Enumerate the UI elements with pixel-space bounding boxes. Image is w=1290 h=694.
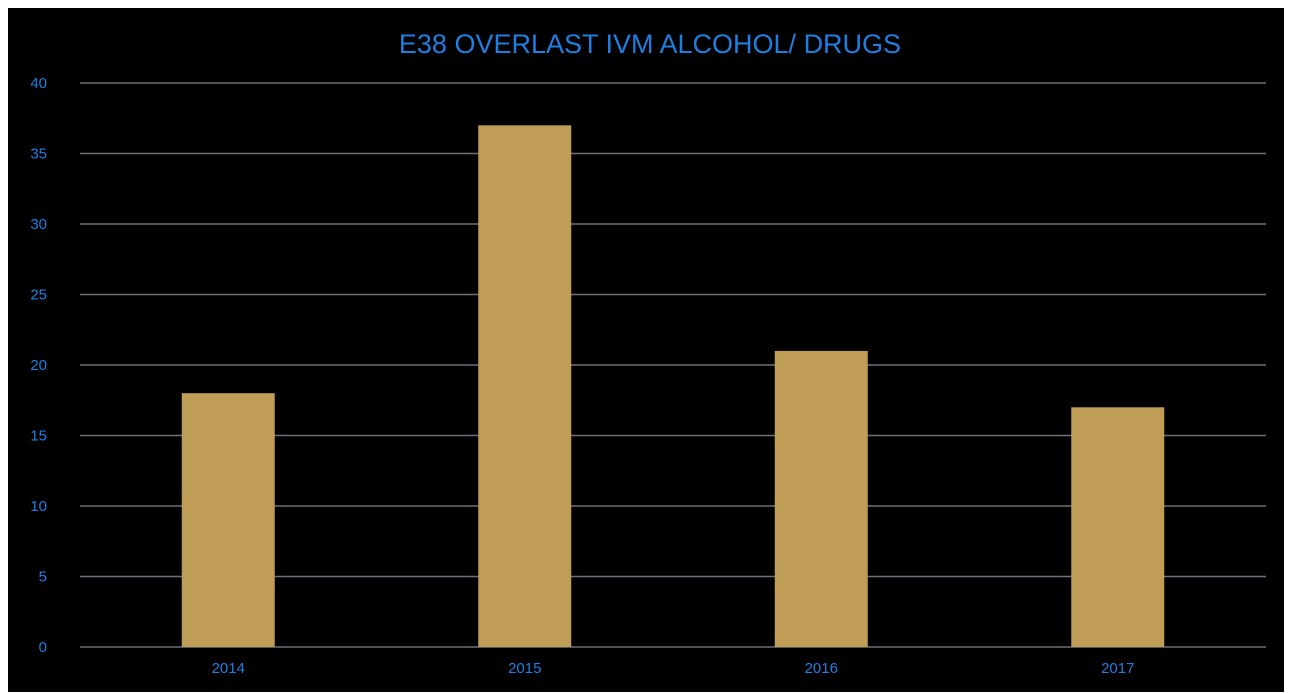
y-tick-label: 0: [39, 639, 47, 656]
y-tick-label: 25: [30, 287, 47, 304]
x-tick-label: 2015: [508, 660, 541, 677]
bar-2014: [181, 393, 275, 647]
y-tick-label: 20: [30, 357, 47, 374]
x-axis-tick-labels: 2014 2015 2016 2017: [212, 660, 1135, 677]
y-tick-label: 35: [30, 146, 47, 163]
y-tick-label: 40: [30, 75, 47, 92]
y-tick-label: 30: [30, 216, 47, 233]
bar-2015: [478, 125, 572, 648]
x-tick-label: 2017: [1101, 660, 1134, 677]
chart-title: E38 OVERLAST IVM ALCOHOL/ DRUGS: [399, 29, 901, 59]
bar-2017: [1071, 407, 1165, 647]
y-axis-tick-labels: 0 5 10 15 20 25 30 35 40: [30, 75, 47, 656]
y-tick-label: 10: [30, 498, 47, 515]
bars: [181, 125, 1165, 648]
y-tick-label: 5: [39, 569, 47, 586]
gridlines: [80, 82, 1266, 648]
x-tick-label: 2016: [805, 660, 838, 677]
bar-2016: [774, 350, 868, 647]
x-tick-label: 2014: [212, 660, 245, 677]
y-tick-label: 15: [30, 428, 47, 445]
